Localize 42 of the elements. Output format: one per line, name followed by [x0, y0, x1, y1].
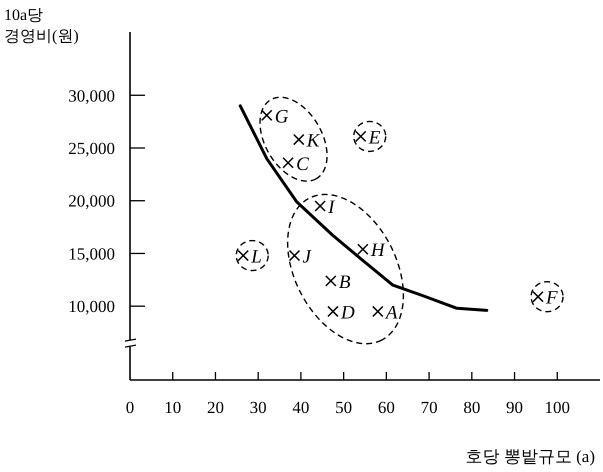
annotation: L — [250, 246, 262, 268]
x-tick-label: 70 — [420, 398, 438, 417]
annotation: D — [340, 302, 355, 324]
y-axis-title: 10a당 경영비(원) — [4, 7, 79, 45]
annotation: E — [368, 127, 381, 148]
x-tick-label: 100 — [544, 398, 570, 417]
point — [532, 290, 544, 302]
y-tick-label: 30,000 — [68, 86, 115, 106]
annotation: H — [370, 240, 386, 262]
y-tick-label: 25,000 — [68, 139, 115, 158]
point — [372, 306, 384, 318]
annotation: A — [384, 302, 398, 324]
point — [237, 250, 249, 262]
x-tick-label: 10 — [164, 398, 182, 417]
point — [354, 130, 366, 142]
point — [357, 243, 369, 255]
x-tick-label: 0 — [126, 398, 134, 417]
point — [282, 157, 294, 169]
x-axis-title: 호당 뽕밭규모 (a) — [466, 447, 595, 466]
x-tick-label: 20 — [206, 398, 224, 417]
x-tick-label: 90 — [506, 398, 524, 417]
y-tick-label: 20,000 — [68, 192, 115, 211]
point — [325, 275, 337, 287]
point — [327, 306, 339, 318]
point — [288, 250, 300, 262]
annotation: C — [296, 154, 310, 175]
point — [314, 200, 326, 212]
x-tick-label: 30 — [250, 398, 267, 417]
annotation: I — [327, 197, 336, 218]
annotation: J — [302, 246, 312, 268]
x-tick-label: 60 — [378, 398, 395, 417]
point — [260, 110, 272, 122]
annotation: B — [338, 272, 351, 293]
annotation: F — [545, 288, 558, 309]
x-tick-label: 80 — [463, 398, 480, 417]
y-tick-label: 15,000 — [68, 244, 115, 264]
x-tick-label: 50 — [335, 398, 352, 417]
point — [293, 134, 305, 146]
x-tick-label: 40 — [292, 398, 310, 417]
y-tick-label: 10,000 — [68, 297, 115, 316]
annotation: G — [274, 106, 289, 128]
annotation: K — [306, 130, 321, 152]
